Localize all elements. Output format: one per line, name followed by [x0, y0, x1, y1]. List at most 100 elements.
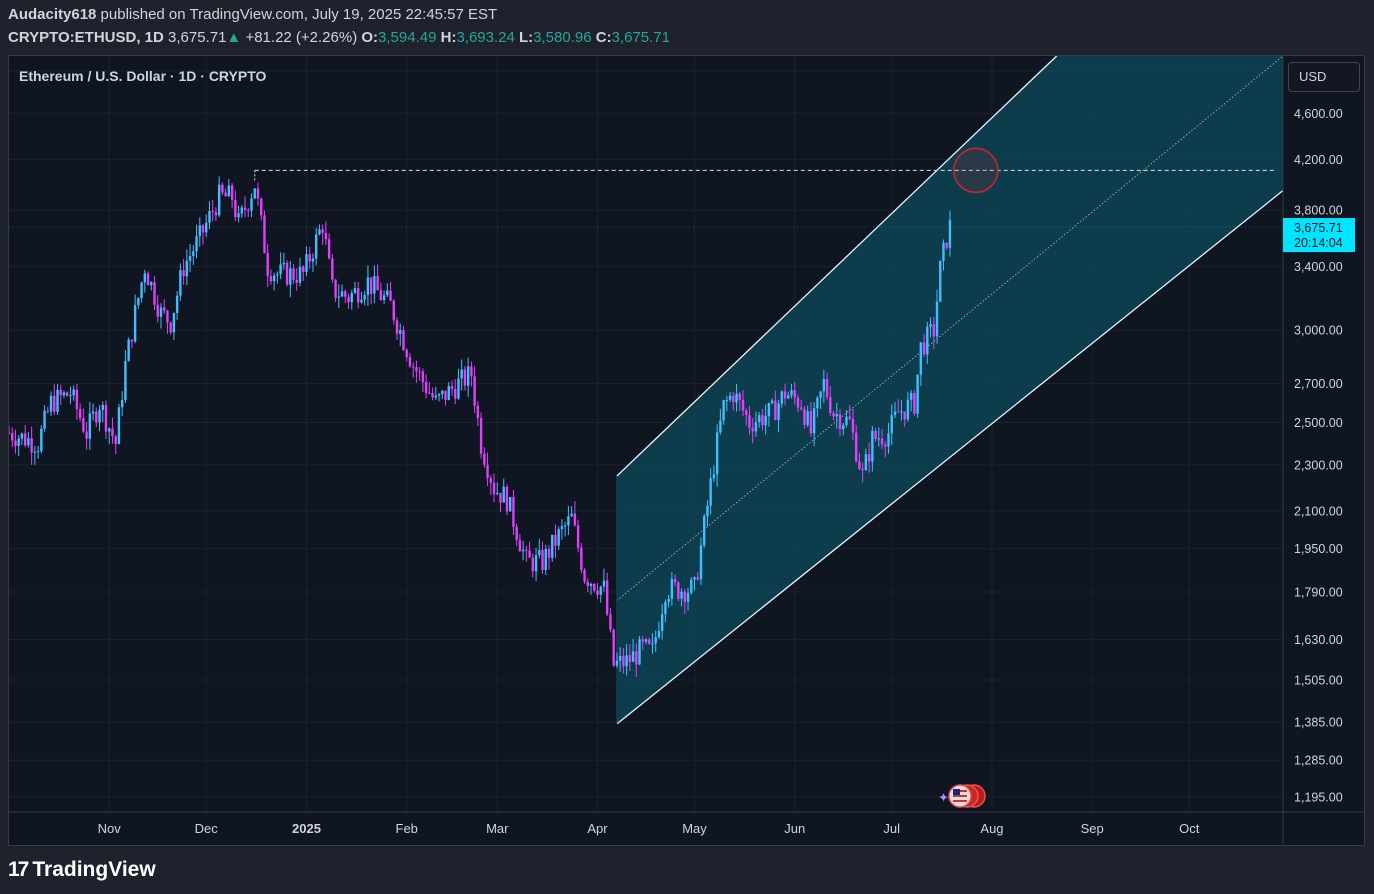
candle-body: [945, 242, 948, 248]
candle-body: [864, 454, 868, 471]
candle-body: [282, 262, 286, 265]
candle-body: [198, 225, 201, 237]
candle-body: [350, 292, 353, 303]
candle-body: [250, 198, 253, 211]
candle-body: [256, 188, 260, 199]
candle-body: [777, 403, 780, 421]
time-axis[interactable]: Nov Dec 2025 Feb Mar Apr May Jun Jul Aug Sep Oct: [98, 821, 1200, 836]
channel-upper-line[interactable]: [616, 56, 1058, 477]
events-icon[interactable]: ✦: [938, 784, 986, 808]
candle-body: [227, 185, 231, 197]
time-tick-label: Jul: [883, 821, 900, 836]
candle-body: [641, 639, 644, 642]
candle-body: [224, 192, 227, 197]
candle-body: [528, 550, 531, 558]
candle-body: [871, 430, 874, 462]
candle-body: [62, 392, 66, 396]
channel-drawing[interactable]: [616, 56, 1284, 725]
time-tick-label: Jun: [784, 821, 805, 836]
candle-body: [91, 411, 95, 414]
candle-body: [395, 320, 399, 334]
grid: [9, 56, 1283, 812]
candle-body: [23, 433, 27, 446]
candle-body: [563, 525, 567, 527]
candle-body: [825, 378, 829, 397]
candle-body: [140, 282, 143, 298]
candle-body: [369, 277, 373, 294]
candle-body: [172, 312, 176, 333]
candle-body: [234, 199, 237, 218]
candle-body: [175, 295, 179, 313]
candle-body: [932, 324, 935, 337]
candle-body: [230, 185, 234, 200]
target-circle[interactable]: [953, 147, 999, 194]
candle-body: [27, 438, 30, 446]
symbol-label: CRYPTO:ETHUSD, 1D: [8, 29, 164, 46]
candle-body: [628, 655, 632, 662]
time-tick-label: Dec: [195, 821, 219, 836]
candle-body: [101, 404, 104, 410]
candle-body: [835, 414, 838, 417]
price-axis[interactable]: 1,195.00 1,285.00 1,385.00 1,505.00 1,630.00…: [1294, 64, 1343, 804]
chart-canvas[interactable]: 1,195.00 1,285.00 1,385.00 1,505.00 1,630.00…: [9, 56, 1364, 845]
candle-body: [858, 461, 861, 469]
candle-body: [201, 225, 205, 233]
channel-lower-line[interactable]: [616, 190, 1284, 725]
author-name[interactable]: Audacity618: [8, 6, 97, 23]
candle-body: [46, 410, 50, 412]
candle-body: [263, 215, 266, 254]
candle-body: [728, 395, 732, 401]
candle-body: [770, 400, 774, 404]
candle-body: [877, 438, 881, 440]
candle-body: [146, 273, 150, 286]
tradingview-logo[interactable]: 17 TradingView: [8, 858, 156, 882]
candle-body: [327, 239, 331, 259]
price-tick-label: 2,300.00: [1294, 458, 1343, 472]
candle-body: [314, 234, 318, 259]
candle-body: [402, 330, 405, 350]
price-tick-label: 1,790.00: [1294, 585, 1343, 599]
candle-body: [635, 651, 638, 665]
candle-body: [738, 393, 741, 400]
candle-body: [521, 549, 525, 552]
candle-body: [40, 428, 43, 452]
candle-body: [741, 399, 745, 411]
svg-text:✦: ✦: [938, 791, 949, 806]
low-value: 3,580.96: [533, 29, 592, 46]
close-label: C:: [595, 29, 612, 46]
candle-body: [861, 468, 864, 471]
candle-body: [845, 416, 848, 425]
candle-body: [366, 277, 370, 295]
candle-body: [457, 378, 460, 399]
candle-body: [906, 399, 910, 420]
candle-body: [854, 432, 858, 462]
candle-body: [379, 290, 383, 301]
candle-body: [298, 266, 302, 283]
candle-body: [660, 614, 664, 631]
candle-body: [276, 274, 279, 276]
candle-body: [460, 369, 463, 379]
last-price: 3,675.71: [168, 29, 227, 46]
candle-body: [748, 414, 751, 428]
tradingview-logo-icon: 17: [8, 858, 29, 881]
price-tick-label: 1,505.00: [1294, 673, 1343, 687]
candle-body: [434, 395, 438, 398]
candle-body: [745, 410, 748, 415]
candle-body: [389, 290, 392, 301]
price-badge-price: 3,675.71: [1294, 221, 1343, 235]
candle-body: [651, 643, 654, 645]
candle-body: [85, 431, 88, 439]
candle-body: [783, 391, 787, 399]
currency-button[interactable]: USD: [1288, 62, 1360, 92]
candle-body: [706, 505, 709, 517]
candle-body: [217, 184, 221, 216]
open-value: 3,594.49: [378, 29, 437, 46]
candle-body: [496, 492, 499, 495]
candle-body: [554, 534, 557, 546]
candle-body: [916, 374, 919, 414]
candle-body: [182, 270, 185, 277]
candle-body: [712, 474, 716, 479]
price-tick-label: 1,630.00: [1294, 633, 1343, 647]
candle-body: [800, 407, 803, 409]
annotations[interactable]: [254, 147, 1277, 194]
